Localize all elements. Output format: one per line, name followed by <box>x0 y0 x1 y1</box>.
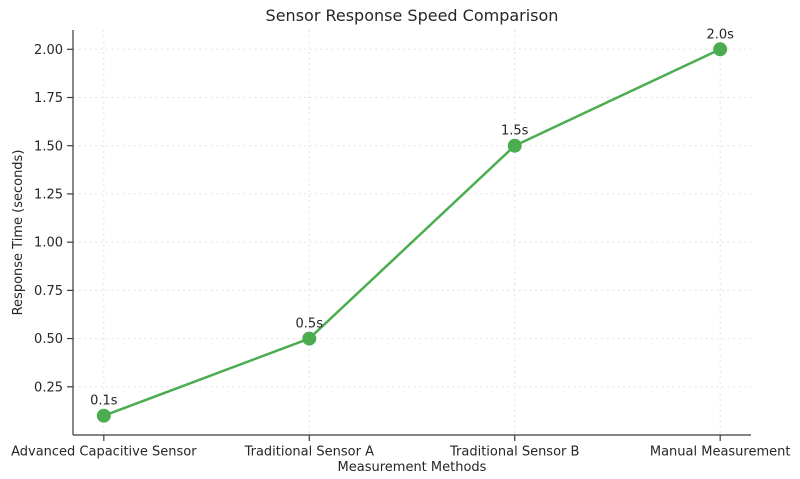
data-point-label: 1.5s <box>501 124 529 139</box>
response-time-line <box>102 48 722 417</box>
y-axis-label: Response Time (seconds) <box>11 150 26 316</box>
chart-title: Sensor Response Speed Comparison <box>266 6 559 25</box>
x-axis-label: Measurement Methods <box>338 460 487 475</box>
y-tick-label: 1.50 <box>34 139 63 154</box>
y-tick-label: 1.25 <box>34 187 63 202</box>
y-tick-label: 0.75 <box>34 284 63 299</box>
x-tick-label: Traditional Sensor B <box>449 445 579 460</box>
data-point-label: 2.0s <box>706 27 734 42</box>
data-point-marker <box>713 42 728 57</box>
y-tick-label: 1.00 <box>34 236 63 251</box>
y-tick-label: 0.25 <box>34 380 63 395</box>
x-tick-label: Advanced Capacitive Sensor <box>11 445 197 460</box>
x-tick-label: Traditional Sensor A <box>244 445 375 460</box>
data-point-label: 0.1s <box>90 394 118 409</box>
y-tick-label: 2.00 <box>34 43 63 58</box>
data-point-label: 0.5s <box>296 317 324 332</box>
data-point-marker <box>302 331 317 346</box>
x-tick-label: Manual Measurement <box>650 445 791 460</box>
y-tick-label: 1.75 <box>34 91 63 106</box>
data-point-marker <box>507 138 522 153</box>
data-point-marker <box>96 408 111 423</box>
y-tick-label: 0.50 <box>34 332 63 347</box>
